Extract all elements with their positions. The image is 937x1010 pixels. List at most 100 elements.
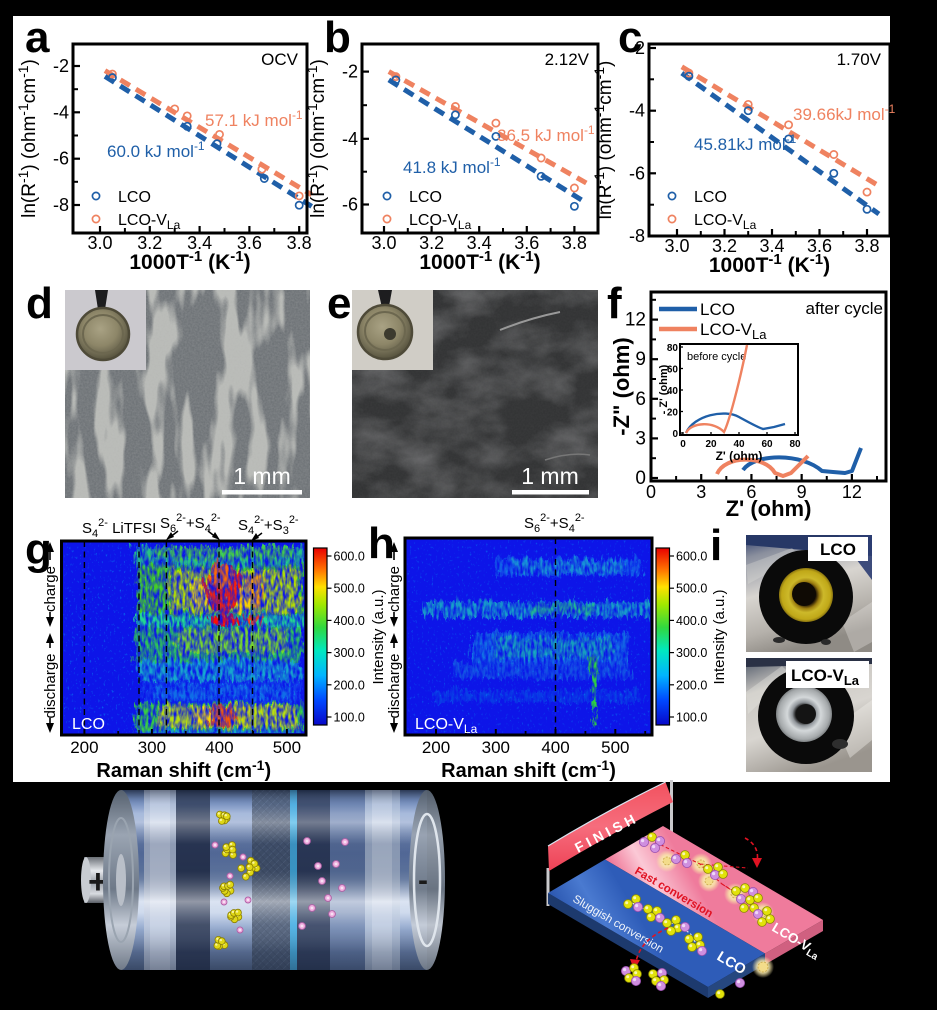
svg-text:6: 6 [746,482,756,502]
svg-text:80: 80 [789,439,801,450]
svg-text:discharge: discharge [386,653,403,718]
svg-text:500.0: 500.0 [676,582,707,596]
svg-text:-: - [418,864,428,897]
svg-text:200: 200 [422,738,450,757]
svg-text:a: a [25,13,50,62]
svg-text:9: 9 [797,482,807,502]
svg-text:after cycle: after cycle [806,299,883,318]
svg-text:40: 40 [667,386,679,397]
svg-text:300: 300 [138,738,166,757]
svg-text:LCO: LCO [700,300,735,319]
svg-text:Raman shift (cm-1): Raman shift (cm-1) [96,757,271,782]
svg-text:3: 3 [696,482,706,502]
svg-text:S42-+S32-: S42-+S32- [238,514,299,537]
svg-text:Intensity (a.u.): Intensity (a.u.) [711,589,728,684]
svg-text:500.0: 500.0 [334,582,365,596]
svg-text:400.0: 400.0 [334,614,365,628]
svg-text:80: 80 [667,343,679,354]
svg-text:36.5 kJ mol-1: 36.5 kJ mol-1 [497,123,595,145]
svg-text:12: 12 [842,482,862,502]
svg-text:d: d [26,279,53,328]
svg-text:ln(R-1) (ohm-1cm-1): ln(R-1) (ohm-1cm-1) [15,59,40,218]
svg-text:60: 60 [667,365,679,376]
svg-text:0: 0 [646,482,656,502]
svg-text:3.2: 3.2 [137,233,162,253]
svg-text:LCO: LCO [694,189,727,206]
svg-text:1000T-1 (K-1): 1000T-1 (K-1) [709,251,830,277]
svg-text:3.4: 3.4 [467,233,492,253]
svg-text:Z' (ohm): Z' (ohm) [726,496,812,521]
svg-text:-8: -8 [53,195,69,215]
svg-text:45.81kJ mol-1: 45.81kJ mol-1 [694,132,797,154]
svg-text:-6: -6 [629,163,645,183]
svg-text:41.8 kJ mol-1: 41.8 kJ mol-1 [403,155,501,177]
svg-text:3.4: 3.4 [187,233,212,253]
svg-text:-4: -4 [53,102,69,122]
svg-text:3.6: 3.6 [807,236,832,256]
svg-text:3.8: 3.8 [287,233,312,253]
svg-text:1 mm: 1 mm [521,463,579,489]
svg-text:9: 9 [635,349,646,370]
svg-text:ln(R-1) (ohm-1cm-1): ln(R-1) (ohm-1cm-1) [304,59,329,218]
svg-text:c: c [618,13,642,62]
svg-text:1000T-1 (K-1): 1000T-1 (K-1) [129,248,250,274]
svg-text:i: i [710,521,722,570]
svg-text:-4: -4 [629,101,645,121]
svg-text:2.12V: 2.12V [545,50,590,69]
svg-text:57.1 kJ mol-1: 57.1 kJ mol-1 [205,108,303,130]
svg-text:Intensity (a.u.): Intensity (a.u.) [370,589,387,684]
svg-text:S62-+S42-: S62-+S42- [524,512,585,535]
svg-text:20: 20 [705,439,717,450]
svg-text:discharge: discharge [42,653,59,718]
svg-text:1000T-1 (K-1): 1000T-1 (K-1) [419,248,540,274]
svg-text:300.0: 300.0 [334,646,365,660]
svg-text:3: 3 [635,428,646,449]
svg-text:3.6: 3.6 [514,233,539,253]
svg-text:0: 0 [680,439,686,450]
svg-text:500: 500 [273,738,301,757]
svg-text:100.0: 100.0 [334,711,365,725]
svg-text:39.66kJ mol-1: 39.66kJ mol-1 [793,102,896,124]
svg-text:LCO: LCO [72,716,105,733]
svg-text:S42- LiTFSI: S42- LiTFSI [82,517,156,540]
svg-text:LCO: LCO [118,189,151,206]
svg-text:h: h [368,519,395,568]
svg-text:0: 0 [635,468,646,489]
svg-text:500: 500 [601,738,629,757]
svg-text:-6: -6 [53,149,69,169]
svg-text:0: 0 [672,429,678,440]
svg-text:200.0: 200.0 [334,678,365,692]
svg-text:40: 40 [733,439,745,450]
svg-text:OCV: OCV [261,50,299,69]
svg-text:3.2: 3.2 [419,233,444,253]
svg-text:3.0: 3.0 [371,233,396,253]
svg-text:3.2: 3.2 [712,236,737,256]
svg-text:LCO: LCO [409,189,442,206]
svg-text:LCO-VLa: LCO-VLa [700,320,767,342]
svg-text:60.0 kJ mol-1: 60.0 kJ mol-1 [107,139,205,161]
svg-text:200.0: 200.0 [676,678,707,692]
svg-text:before cycle: before cycle [687,351,746,363]
svg-text:Z' (ohm): Z' (ohm) [716,449,763,463]
svg-text:+: + [88,863,108,901]
svg-text:12: 12 [625,310,646,331]
svg-text:-2: -2 [629,38,645,58]
svg-text:LCO-VLa: LCO-VLa [694,212,757,232]
svg-text:charge: charge [386,566,403,612]
svg-text:3.0: 3.0 [87,233,112,253]
svg-text:6: 6 [635,389,646,410]
svg-text:600.0: 600.0 [334,550,365,564]
svg-text:LCO-VLa: LCO-VLa [118,212,181,232]
svg-text:3.6: 3.6 [237,233,262,253]
svg-text:400: 400 [205,738,233,757]
svg-text:100.0: 100.0 [676,711,707,725]
svg-text:Raman shift (cm-1): Raman shift (cm-1) [441,757,616,782]
svg-text:- Z' (ohm): - Z' (ohm) [658,364,670,414]
svg-text:charge: charge [42,566,59,612]
svg-text:3.0: 3.0 [664,236,689,256]
svg-text:LCO-VLa: LCO-VLa [409,212,472,232]
svg-text:LCO-VLa: LCO-VLa [415,716,478,736]
svg-text:-4: -4 [342,129,358,149]
svg-text:600.0: 600.0 [676,550,707,564]
svg-text:b: b [324,13,351,62]
